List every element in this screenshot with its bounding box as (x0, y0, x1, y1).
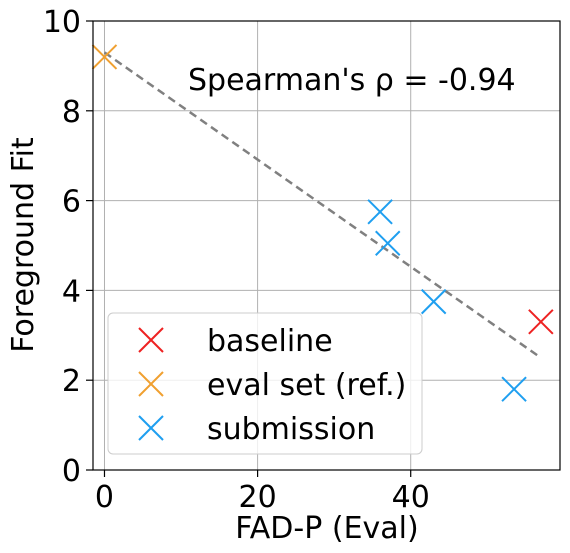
legend-marker (138, 371, 164, 397)
y-tick-label: 8 (62, 95, 81, 130)
y-tick-label: 6 (62, 185, 81, 220)
data-point (501, 376, 527, 402)
legend-label: baseline (207, 324, 333, 359)
legend-label: eval set (ref.) (207, 368, 406, 403)
y-axis-label: Foreground Fit (6, 137, 41, 353)
y-tick-label: 0 (62, 454, 81, 489)
y-tick-label: 10 (43, 5, 81, 40)
x-tick-label: 20 (239, 480, 277, 515)
x-tick-label: 0 (95, 480, 114, 515)
legend: baseline eval set (ref.) submission (107, 312, 423, 455)
plot-area-frame (92, 20, 561, 471)
y-tick-label: 2 (62, 364, 81, 399)
legend-label: submission (207, 412, 375, 447)
legend-box (107, 312, 423, 455)
data-point (528, 309, 554, 335)
data-points (91, 44, 554, 402)
x-axis-label: FAD-P (Eval) (235, 511, 418, 546)
legend-marker (138, 415, 164, 441)
y-tick-label: 4 (62, 274, 81, 309)
x-tick-label: 40 (392, 480, 430, 515)
legend-marker (138, 327, 164, 353)
axis-ticks: 0 20 40 0 2 4 6 8 10 (43, 5, 430, 515)
data-point (367, 199, 393, 225)
data-point (91, 44, 118, 70)
data-point (375, 230, 401, 256)
trendline-layer (103, 51, 542, 359)
data-point (420, 288, 447, 315)
trendline (103, 51, 542, 359)
spearman-annotation: Spearman's ρ = -0.94 (188, 63, 516, 98)
